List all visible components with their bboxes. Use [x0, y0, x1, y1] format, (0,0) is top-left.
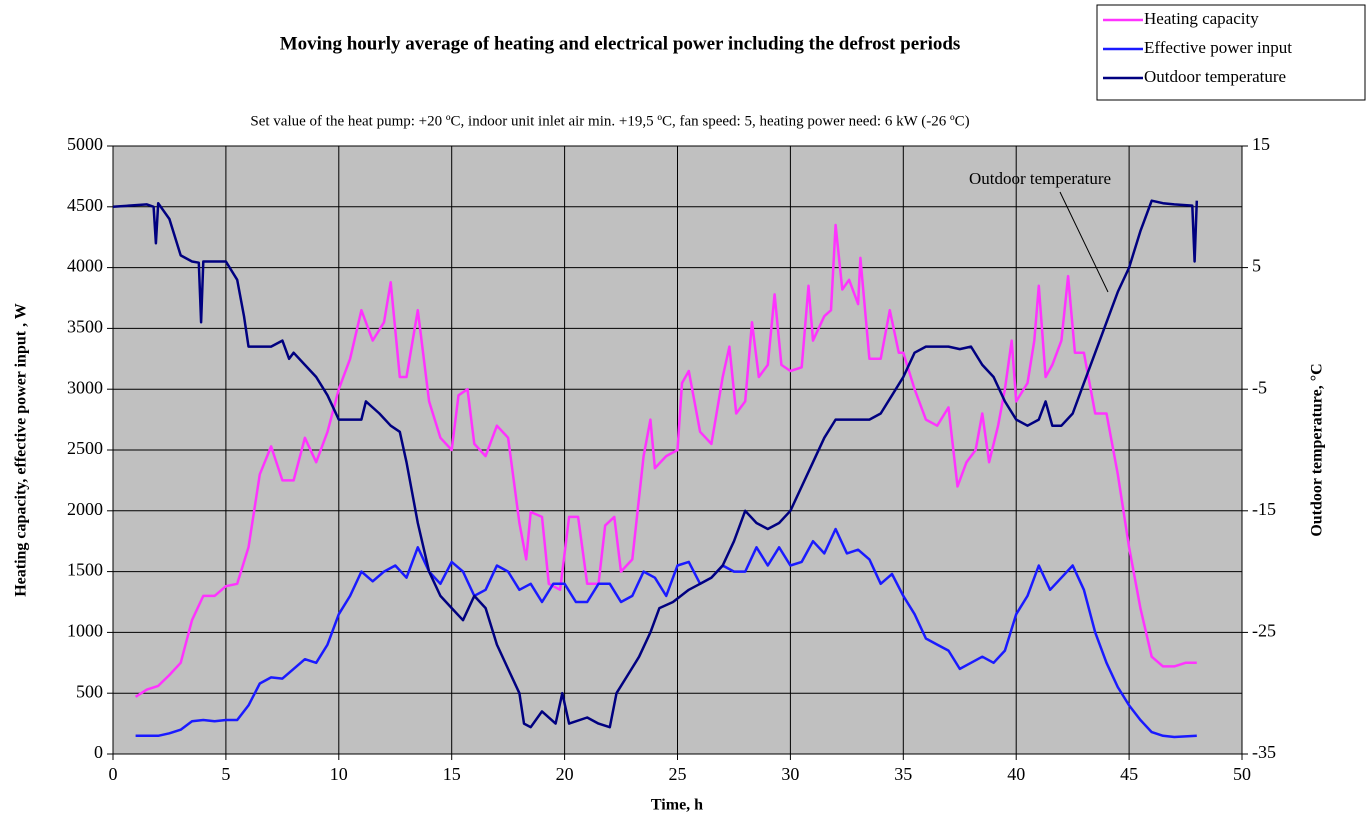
- y-tick-label: 1500: [67, 560, 103, 580]
- y-axis-label: Heating capacity, effective power input …: [13, 303, 30, 597]
- y2-tick-label: 5: [1252, 256, 1261, 276]
- series-line: [112, 199, 1199, 729]
- x-axis-label: Time, h: [651, 797, 703, 814]
- y-tick-label: 3500: [67, 317, 103, 337]
- y2-axis-label: Outdoor temperature, °C: [1309, 363, 1326, 536]
- x-tick-label: 15: [443, 764, 461, 784]
- y2-tick-label: -5: [1252, 377, 1267, 397]
- y-tick-label: 3000: [67, 377, 103, 397]
- y2-tick-label: 15: [1252, 134, 1270, 154]
- chart-title: Moving hourly average of heating and ele…: [280, 33, 961, 54]
- y-tick-label: 4500: [67, 195, 103, 215]
- legend-label: Heating capacity: [1144, 9, 1259, 28]
- y2-tick-label: -15: [1252, 499, 1276, 519]
- x-tick-label: 50: [1233, 764, 1251, 784]
- x-tick-label: 10: [330, 764, 348, 784]
- y-tick-label: 4000: [67, 256, 103, 276]
- x-tick-label: 0: [109, 764, 118, 784]
- y2-tick-label: -25: [1252, 621, 1276, 641]
- x-tick-label: 40: [1007, 764, 1025, 784]
- y-tick-label: 5000: [67, 134, 103, 154]
- y2-tick-label: -35: [1252, 742, 1276, 762]
- chart-subtitle: Set value of the heat pump: +20 ºC, indo…: [250, 113, 969, 129]
- x-tick-label: 5: [221, 764, 230, 784]
- y-tick-label: 500: [76, 681, 103, 701]
- x-tick-label: 25: [669, 764, 687, 784]
- y-tick-label: 0: [94, 742, 103, 762]
- annotation: Outdoor temperature: [969, 169, 1111, 188]
- y-tick-label: 1000: [67, 621, 103, 641]
- x-tick-label: 20: [556, 764, 574, 784]
- x-tick-label: 35: [894, 764, 912, 784]
- y-tick-label: 2500: [67, 438, 103, 458]
- legend-label: Outdoor temperature: [1144, 67, 1286, 86]
- x-tick-label: 45: [1120, 764, 1138, 784]
- annotation-arrow: [1059, 191, 1109, 293]
- series-line: [135, 527, 1197, 739]
- series-line: [134, 223, 1197, 698]
- x-tick-label: 30: [781, 764, 799, 784]
- y-tick-label: 2000: [67, 499, 103, 519]
- legend-label: Effective power input: [1144, 38, 1292, 57]
